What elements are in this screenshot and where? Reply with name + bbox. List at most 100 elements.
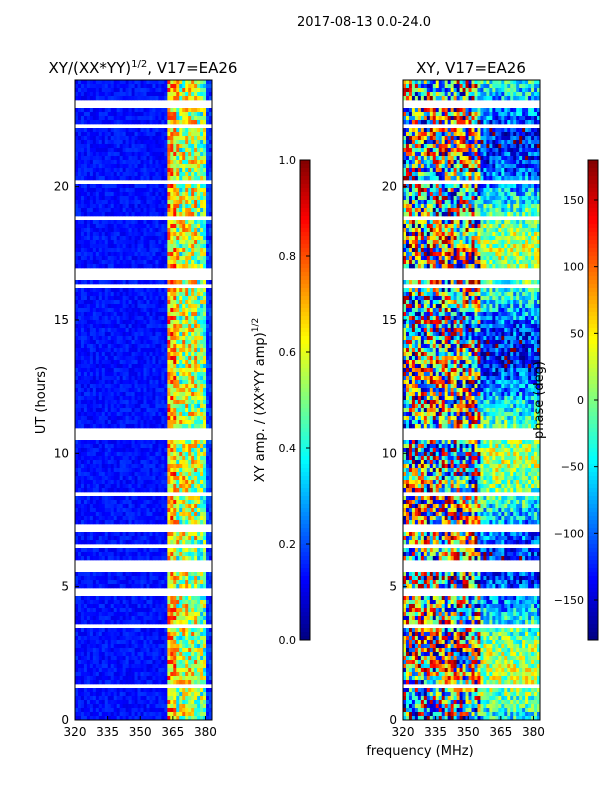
heatmap-cell: [194, 452, 198, 457]
heatmap-cell: [89, 500, 94, 505]
heatmap-cell: [170, 128, 174, 133]
heatmap-cell: [179, 480, 183, 485]
heatmap-cell: [143, 260, 147, 265]
heatmap-cell: [122, 288, 126, 293]
heatmap-cell: [203, 364, 207, 369]
heatmap-cell: [155, 244, 159, 249]
heatmap-cell: [83, 596, 88, 601]
heatmap-cell: [197, 280, 201, 285]
heatmap-cell: [110, 368, 115, 373]
heatmap-cell: [75, 128, 79, 133]
heatmap-cell: [152, 408, 156, 413]
heatmap-cell: [173, 580, 177, 585]
heatmap-cell: [170, 532, 174, 537]
heatmap-cell: [86, 520, 91, 525]
heatmap-cell: [80, 308, 85, 313]
heatmap-cell: [206, 192, 210, 197]
heatmap-cell: [137, 368, 141, 373]
heatmap-cell: [152, 488, 156, 493]
heatmap-cell: [77, 400, 82, 405]
heatmap-cell: [152, 252, 156, 257]
heatmap-cell: [203, 128, 207, 133]
heatmap-cell: [104, 532, 109, 537]
heatmap-cell: [155, 512, 159, 517]
heatmap-cell: [209, 348, 213, 353]
heatmap-cell: [122, 460, 126, 465]
heatmap-cell: [80, 288, 85, 293]
heatmap-cell: [137, 388, 141, 393]
heatmap-cell: [119, 88, 123, 93]
heatmap-cell: [116, 540, 121, 545]
heatmap-cell: [191, 152, 195, 157]
heatmap-cell: [140, 188, 144, 193]
heatmap-cell: [182, 352, 186, 357]
heatmap-cell: [143, 584, 147, 589]
heatmap-cell: [158, 332, 162, 337]
heatmap-cell: [176, 440, 180, 445]
heatmap-cell: [203, 584, 207, 589]
heatmap-cell: [191, 292, 195, 297]
heatmap-cell: [200, 120, 204, 125]
heatmap-cell: [92, 516, 97, 521]
heatmap-cell: [83, 152, 88, 157]
heatmap-cell: [149, 96, 153, 101]
heatmap-cell: [176, 452, 180, 457]
heatmap-cell: [188, 548, 192, 553]
heatmap-cell: [194, 116, 198, 121]
heatmap-cell: [98, 320, 103, 325]
heatmap-cell: [101, 416, 106, 421]
heatmap-cell: [149, 380, 153, 385]
heatmap-cell: [125, 372, 129, 377]
heatmap-cell: [152, 264, 156, 269]
heatmap-cell: [104, 196, 109, 201]
heatmap-cell: [161, 336, 165, 341]
heatmap-cell: [185, 476, 189, 481]
heatmap-cell: [140, 116, 144, 121]
heatmap-cell: [134, 360, 138, 365]
heatmap-cell: [161, 328, 165, 333]
heatmap-cell: [209, 204, 213, 209]
heatmap-cell: [110, 280, 115, 285]
heatmap-cell: [164, 580, 168, 585]
heatmap-cell: [191, 336, 195, 341]
heatmap-cell: [137, 536, 141, 541]
heatmap-cell: [146, 508, 150, 513]
heatmap-cell: [203, 480, 207, 485]
heatmap-cell: [101, 576, 106, 581]
heatmap-cell: [146, 488, 150, 493]
heatmap-cell: [209, 516, 213, 521]
heatmap-cell: [176, 472, 180, 477]
heatmap-cell: [75, 80, 79, 85]
heatmap-cell: [197, 344, 201, 349]
heatmap-cell: [134, 348, 138, 353]
heatmap-cell: [137, 364, 141, 369]
heatmap-cell: [116, 472, 121, 477]
heatmap-cell: [191, 508, 195, 513]
heatmap-cell: [209, 356, 213, 361]
heatmap-cell: [182, 220, 186, 225]
heatmap-cell: [95, 572, 100, 577]
heatmap-cell: [188, 512, 192, 517]
heatmap-cell: [206, 508, 210, 513]
heatmap-cell: [173, 456, 177, 461]
heatmap-cell: [167, 108, 171, 113]
heatmap-cell: [75, 392, 79, 397]
heatmap-cell: [95, 388, 100, 393]
heatmap-cell: [83, 364, 88, 369]
heatmap-cell: [77, 228, 82, 233]
heatmap-cell: [104, 252, 109, 257]
heatmap-cell: [134, 416, 138, 421]
heatmap-cell: [203, 344, 207, 349]
heatmap-cell: [83, 332, 88, 337]
heatmap-cell: [197, 264, 201, 269]
heatmap-cell: [182, 88, 186, 93]
heatmap-cell: [158, 88, 162, 93]
heatmap-cell: [77, 424, 82, 429]
heatmap-cell: [200, 80, 204, 85]
heatmap-cell: [146, 132, 150, 137]
heatmap-cell: [176, 116, 180, 121]
heatmap-cell: [131, 228, 135, 233]
heatmap-cell: [176, 380, 180, 385]
heatmap-cell: [176, 156, 180, 161]
heatmap-cell: [149, 468, 153, 473]
